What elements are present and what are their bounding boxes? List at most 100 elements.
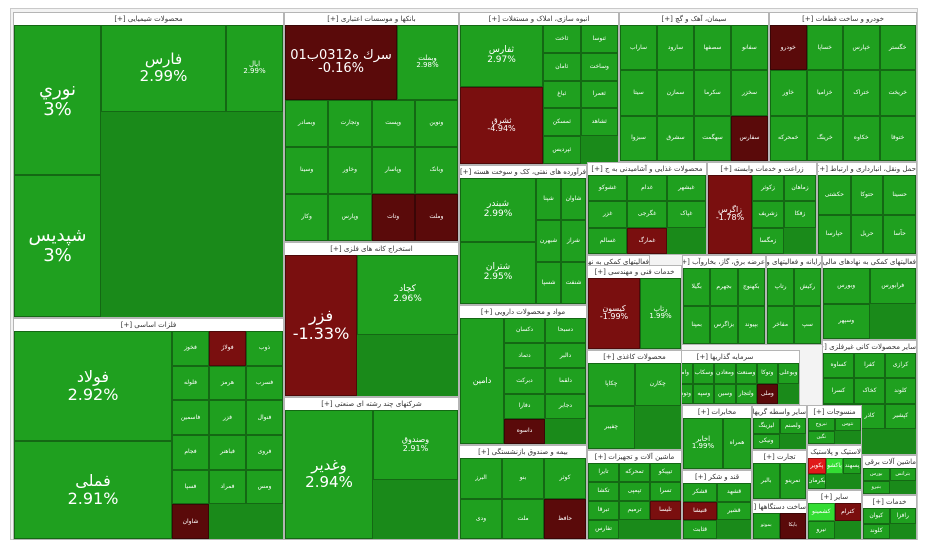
sector-title[interactable]: سایر واسطه گریهای مالی [+] (753, 406, 806, 418)
sector-title[interactable]: خدمات فنی و مهندسی [+] (588, 266, 681, 278)
sector-title[interactable]: لاستیک و پلاستیک [+] (808, 446, 861, 458)
stock-tile[interactable]: سفانو (731, 25, 768, 71)
stock-tile[interactable]: فروی (246, 435, 283, 470)
stock-tile[interactable]: داسوه (504, 418, 545, 444)
stock-tile[interactable]: قثابت (683, 520, 717, 539)
stock-tile[interactable]: زشریف (752, 201, 784, 228)
stock-tile[interactable]: بورس (863, 468, 890, 481)
stock-tile[interactable]: نتوس (834, 418, 861, 431)
stock-tile[interactable]: خگستر (879, 25, 916, 71)
stock-tile[interactable]: چکاپا (588, 363, 635, 406)
stock-tile[interactable]: حافظ (544, 498, 586, 539)
sector-title[interactable]: محصولات غذایی و آشامیدنی به ج [+] (588, 163, 706, 175)
sector-title[interactable]: فرآورده های نفتی، کک و سوخت هسته [+] (460, 166, 586, 178)
stock-tile[interactable]: تسرا (650, 482, 681, 501)
stock-tile[interactable]: رتاپ 1.99% (640, 278, 681, 349)
stock-tile[interactable]: نبروج (808, 418, 835, 431)
stock-tile[interactable]: سارود (657, 25, 694, 71)
stock-tile[interactable]: شبندر 2.99% (460, 178, 536, 242)
stock-tile[interactable]: غمارگ (627, 227, 667, 254)
stock-tile[interactable]: دالبر (545, 343, 586, 369)
stock-tile[interactable]: وغدیر 2.94% (285, 410, 373, 539)
stock-tile[interactable]: فنوال (246, 400, 283, 435)
stock-tile[interactable]: دسبحا (545, 318, 586, 344)
stock-tile[interactable]: بپیوند (737, 306, 765, 344)
stock-tile[interactable]: شنفت (561, 262, 586, 304)
stock-tile[interactable]: غزر (588, 201, 628, 228)
sector-title[interactable]: ساخت دستگاهها [+] (753, 501, 806, 513)
stock-tile[interactable]: خرینگ (806, 115, 843, 161)
stock-tile[interactable]: غدام (627, 175, 667, 202)
stock-tile[interactable]: بگیلا (683, 268, 711, 306)
stock-tile[interactable]: فزر (209, 400, 246, 435)
stock-tile[interactable]: فخوز (172, 331, 209, 366)
stock-tile[interactable]: ختراک (843, 70, 880, 116)
stock-tile[interactable]: تمحرکه (619, 463, 650, 482)
stock-tile[interactable]: زکوثر (752, 175, 784, 202)
stock-tile[interactable]: رافزا (889, 508, 916, 524)
stock-tile[interactable]: سبزوا (620, 115, 657, 161)
stock-tile[interactable]: کخاک (854, 378, 885, 404)
stock-tile[interactable]: بجهرم (710, 268, 738, 306)
sector-title[interactable]: محصولات کاغذی [+] (588, 351, 681, 363)
stock-tile[interactable]: وخاور (328, 147, 372, 194)
stock-tile[interactable]: شپدیس 3% (14, 175, 101, 317)
stock-tile[interactable]: وساخت (580, 52, 618, 81)
stock-tile[interactable]: وبصادر (285, 100, 329, 147)
stock-tile[interactable]: وسپهر (823, 303, 870, 339)
stock-tile[interactable]: کیسون -1.99% (588, 278, 640, 349)
stock-tile[interactable]: وصنعت (735, 363, 757, 384)
stock-tile[interactable]: کلوند (863, 523, 890, 539)
stock-tile[interactable]: ختوقا (879, 115, 916, 161)
stock-tile[interactable]: ثنوسا (580, 25, 618, 53)
sector-title[interactable]: سایر [+] (808, 491, 861, 503)
stock-tile[interactable]: خکاوه (843, 115, 880, 161)
stock-tile[interactable]: خودرو (770, 25, 807, 71)
stock-tile[interactable]: تکشا (588, 482, 619, 501)
sector-title[interactable]: انبوه سازی، املاک و مستغلات [+] (460, 13, 618, 25)
stock-tile[interactable]: اخابر 1.99% (683, 418, 723, 469)
stock-tile[interactable]: کپشیر (885, 403, 916, 429)
stock-tile[interactable]: رکیش (794, 268, 821, 306)
stock-tile[interactable]: غسالم (588, 227, 628, 254)
sector-title[interactable]: منسوجات [+] (808, 406, 861, 418)
stock-tile[interactable]: حریل (850, 214, 884, 254)
stock-tile[interactable]: سصفها (694, 25, 731, 71)
stock-tile[interactable]: وتوکا (756, 363, 778, 384)
stock-tile[interactable]: شاوان (561, 178, 586, 220)
sector-title[interactable]: ماشین آلات و تجهیزات [+] (588, 451, 681, 463)
sector-title[interactable]: مخابرات [+] (683, 406, 751, 418)
stock-tile[interactable]: مفاخر (767, 306, 794, 344)
stock-tile[interactable]: زمگسا (752, 227, 784, 254)
stock-tile[interactable]: پکرمان (808, 473, 826, 489)
stock-tile[interactable]: اپال 2.99% (226, 25, 283, 112)
sector-title[interactable]: خدمات [+] (863, 496, 916, 508)
stock-tile[interactable]: فجام (172, 435, 209, 470)
stock-tile[interactable]: فولاژ (209, 331, 246, 366)
stock-tile[interactable]: دتماد (504, 343, 545, 369)
sector-title[interactable]: زراعت و خدمات وابسته [+] (708, 163, 816, 175)
stock-tile[interactable]: سرك ه0312ب01 -0.16% (285, 25, 397, 100)
stock-tile[interactable]: سیتا (620, 70, 657, 116)
stock-tile[interactable]: وسینا (285, 147, 329, 194)
stock-tile[interactable]: ومعادن (714, 363, 736, 384)
stock-tile[interactable]: دکسان (504, 318, 545, 344)
stock-tile[interactable]: ثباغ (543, 80, 581, 109)
sector-title[interactable]: فعالیتهای کمکی به نهادهای مالی واسط [+] (823, 256, 916, 268)
stock-tile[interactable]: وصندوق 2.91% (373, 410, 458, 480)
stock-tile[interactable]: کترام (834, 503, 861, 521)
stock-tile[interactable]: ثامان (543, 52, 581, 81)
sector-title[interactable]: استخراج کانه های فلزی [+] (285, 243, 458, 255)
stock-tile[interactable]: ذوب (246, 331, 283, 366)
stock-tile[interactable]: بنیرو (863, 481, 890, 494)
stock-tile[interactable]: کساوه (823, 353, 854, 379)
sector-title[interactable]: مواد و محصولات دارویی [+] (460, 306, 586, 318)
stock-tile[interactable]: ولتجار (735, 383, 757, 404)
sector-title[interactable]: بیمه و صندوق بازنشستگی [+] (460, 446, 586, 458)
stock-tile[interactable]: وبوعلی (777, 363, 799, 384)
stock-tile[interactable]: قشکر (683, 483, 717, 502)
stock-tile[interactable]: فلوله (172, 365, 209, 401)
stock-tile[interactable]: شپنا (536, 178, 561, 220)
stock-tile[interactable]: ثشاهد (580, 108, 618, 137)
sector-title[interactable]: سرمایه گذاریها [+] (651, 351, 799, 363)
